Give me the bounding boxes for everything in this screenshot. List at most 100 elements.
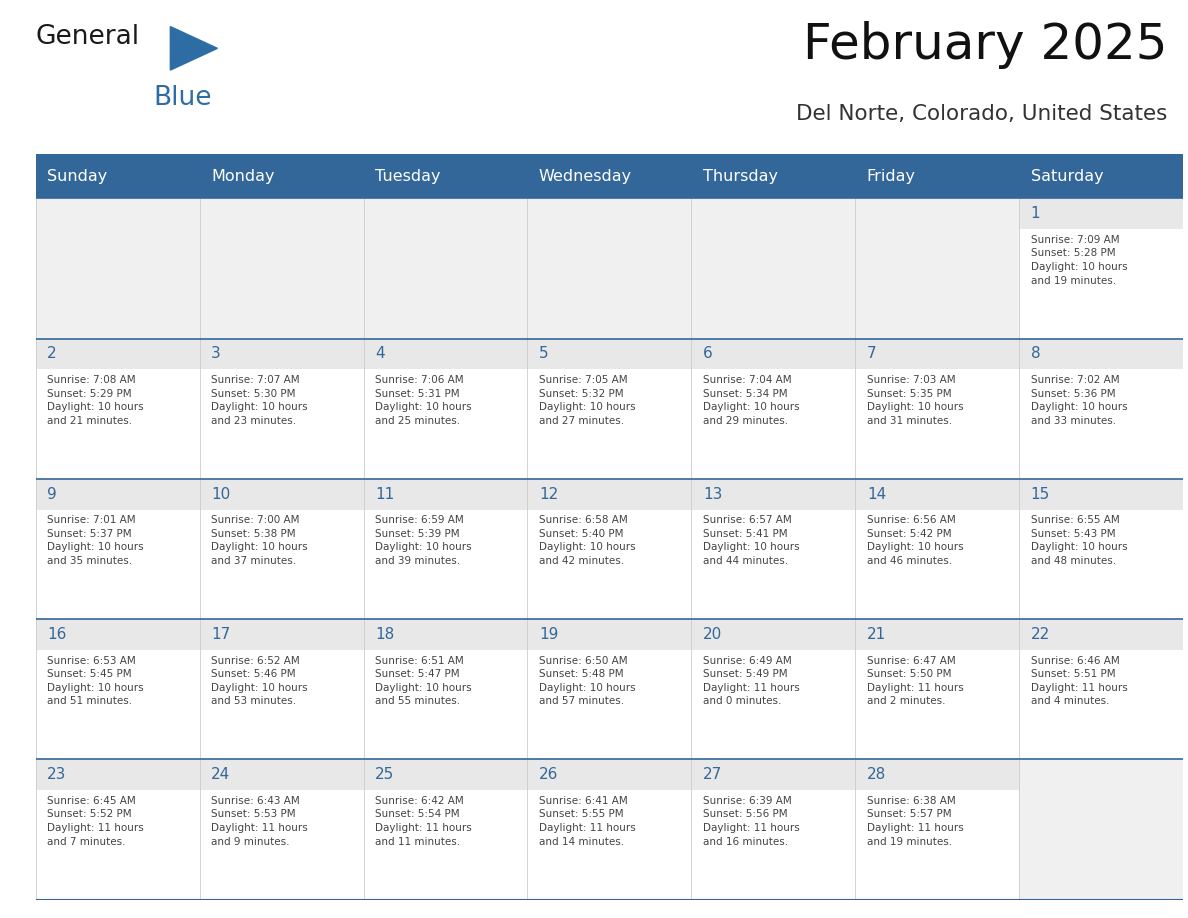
Bar	[1019, 479, 1183, 619]
Bar	[36, 339, 200, 369]
Bar	[527, 619, 691, 759]
Text: 12: 12	[539, 487, 558, 502]
Text: Monday: Monday	[211, 169, 274, 184]
Text: Sunrise: 6:41 AM
Sunset: 5:55 PM
Daylight: 11 hours
and 14 minutes.: Sunrise: 6:41 AM Sunset: 5:55 PM Dayligh…	[539, 796, 636, 846]
Bar	[855, 619, 1019, 650]
Bar	[200, 759, 364, 790]
Text: Sunrise: 7:09 AM
Sunset: 5:28 PM
Daylight: 10 hours
and 19 minutes.: Sunrise: 7:09 AM Sunset: 5:28 PM Dayligh…	[1031, 235, 1127, 285]
Bar	[36, 198, 200, 339]
Text: Sunrise: 6:47 AM
Sunset: 5:50 PM
Daylight: 11 hours
and 2 minutes.: Sunrise: 6:47 AM Sunset: 5:50 PM Dayligh…	[867, 655, 963, 706]
Bar	[1019, 759, 1183, 900]
Text: Sunrise: 7:01 AM
Sunset: 5:37 PM
Daylight: 10 hours
and 35 minutes.: Sunrise: 7:01 AM Sunset: 5:37 PM Dayligh…	[48, 515, 144, 566]
Text: 28: 28	[867, 767, 886, 782]
Bar	[855, 759, 1019, 900]
Text: Sunrise: 6:42 AM
Sunset: 5:54 PM
Daylight: 11 hours
and 11 minutes.: Sunrise: 6:42 AM Sunset: 5:54 PM Dayligh…	[375, 796, 472, 846]
Text: Saturday: Saturday	[1031, 169, 1104, 184]
Text: Thursday: Thursday	[703, 169, 778, 184]
Text: Wednesday: Wednesday	[539, 169, 632, 184]
Text: Sunrise: 7:03 AM
Sunset: 5:35 PM
Daylight: 10 hours
and 31 minutes.: Sunrise: 7:03 AM Sunset: 5:35 PM Dayligh…	[867, 375, 963, 426]
Bar	[527, 339, 691, 479]
Text: 4: 4	[375, 346, 385, 362]
Bar	[200, 759, 364, 900]
Bar	[527, 479, 691, 509]
Text: Sunrise: 7:00 AM
Sunset: 5:38 PM
Daylight: 10 hours
and 37 minutes.: Sunrise: 7:00 AM Sunset: 5:38 PM Dayligh…	[211, 515, 308, 566]
Bar	[364, 339, 527, 369]
Text: 25: 25	[375, 767, 394, 782]
Bar	[200, 339, 364, 479]
Bar	[691, 479, 855, 619]
Text: Sunrise: 7:02 AM
Sunset: 5:36 PM
Daylight: 10 hours
and 33 minutes.: Sunrise: 7:02 AM Sunset: 5:36 PM Dayligh…	[1031, 375, 1127, 426]
Bar	[1019, 759, 1183, 900]
Text: 18: 18	[375, 627, 394, 642]
Bar	[1019, 198, 1183, 339]
Text: Sunrise: 7:06 AM
Sunset: 5:31 PM
Daylight: 10 hours
and 25 minutes.: Sunrise: 7:06 AM Sunset: 5:31 PM Dayligh…	[375, 375, 472, 426]
Bar	[1019, 479, 1183, 509]
Bar	[200, 198, 364, 339]
Bar	[691, 759, 855, 790]
Bar	[200, 479, 364, 619]
Text: Sunrise: 6:46 AM
Sunset: 5:51 PM
Daylight: 11 hours
and 4 minutes.: Sunrise: 6:46 AM Sunset: 5:51 PM Dayligh…	[1031, 655, 1127, 706]
Text: Del Norte, Colorado, United States: Del Norte, Colorado, United States	[796, 104, 1168, 124]
Text: 10: 10	[211, 487, 230, 502]
Bar	[364, 479, 527, 509]
Text: 16: 16	[48, 627, 67, 642]
Text: Sunrise: 6:43 AM
Sunset: 5:53 PM
Daylight: 11 hours
and 9 minutes.: Sunrise: 6:43 AM Sunset: 5:53 PM Dayligh…	[211, 796, 308, 846]
Text: 13: 13	[703, 487, 722, 502]
Text: Sunrise: 6:52 AM
Sunset: 5:46 PM
Daylight: 10 hours
and 53 minutes.: Sunrise: 6:52 AM Sunset: 5:46 PM Dayligh…	[211, 655, 308, 706]
Text: Sunrise: 7:05 AM
Sunset: 5:32 PM
Daylight: 10 hours
and 27 minutes.: Sunrise: 7:05 AM Sunset: 5:32 PM Dayligh…	[539, 375, 636, 426]
Bar	[364, 619, 527, 650]
Bar	[691, 619, 855, 650]
Text: 11: 11	[375, 487, 394, 502]
Bar	[855, 339, 1019, 369]
Bar	[527, 759, 691, 790]
Bar	[527, 619, 691, 650]
Bar	[855, 479, 1019, 509]
Bar	[691, 339, 855, 479]
Bar	[855, 759, 1019, 790]
Text: 3: 3	[211, 346, 221, 362]
Bar	[36, 759, 200, 900]
Bar	[691, 339, 855, 369]
Text: 5: 5	[539, 346, 549, 362]
Text: Tuesday: Tuesday	[375, 169, 441, 184]
Text: 27: 27	[703, 767, 722, 782]
Text: 26: 26	[539, 767, 558, 782]
Text: Sunrise: 6:59 AM
Sunset: 5:39 PM
Daylight: 10 hours
and 39 minutes.: Sunrise: 6:59 AM Sunset: 5:39 PM Dayligh…	[375, 515, 472, 566]
Text: 20: 20	[703, 627, 722, 642]
Text: Sunrise: 7:08 AM
Sunset: 5:29 PM
Daylight: 10 hours
and 21 minutes.: Sunrise: 7:08 AM Sunset: 5:29 PM Dayligh…	[48, 375, 144, 426]
Bar	[527, 339, 691, 369]
Bar	[1019, 619, 1183, 759]
Bar	[691, 479, 855, 509]
Text: 7: 7	[867, 346, 877, 362]
Text: Sunrise: 7:04 AM
Sunset: 5:34 PM
Daylight: 10 hours
and 29 minutes.: Sunrise: 7:04 AM Sunset: 5:34 PM Dayligh…	[703, 375, 800, 426]
Text: Sunrise: 6:38 AM
Sunset: 5:57 PM
Daylight: 11 hours
and 19 minutes.: Sunrise: 6:38 AM Sunset: 5:57 PM Dayligh…	[867, 796, 963, 846]
Text: 23: 23	[48, 767, 67, 782]
Text: Sunrise: 6:51 AM
Sunset: 5:47 PM
Daylight: 10 hours
and 55 minutes.: Sunrise: 6:51 AM Sunset: 5:47 PM Dayligh…	[375, 655, 472, 706]
Bar	[36, 619, 200, 650]
Text: 21: 21	[867, 627, 886, 642]
Bar	[36, 479, 200, 509]
Bar	[364, 479, 527, 619]
Bar	[364, 339, 527, 479]
Text: February 2025: February 2025	[803, 21, 1168, 70]
Bar	[200, 619, 364, 759]
Bar	[36, 759, 200, 790]
Text: Sunrise: 6:39 AM
Sunset: 5:56 PM
Daylight: 11 hours
and 16 minutes.: Sunrise: 6:39 AM Sunset: 5:56 PM Dayligh…	[703, 796, 800, 846]
Bar	[527, 479, 691, 619]
Text: 19: 19	[539, 627, 558, 642]
Text: General: General	[36, 24, 140, 50]
Text: 15: 15	[1031, 487, 1050, 502]
Bar	[36, 198, 200, 339]
Bar	[855, 619, 1019, 759]
Text: Sunrise: 6:58 AM
Sunset: 5:40 PM
Daylight: 10 hours
and 42 minutes.: Sunrise: 6:58 AM Sunset: 5:40 PM Dayligh…	[539, 515, 636, 566]
Bar	[527, 198, 691, 339]
Text: Sunrise: 6:50 AM
Sunset: 5:48 PM
Daylight: 10 hours
and 57 minutes.: Sunrise: 6:50 AM Sunset: 5:48 PM Dayligh…	[539, 655, 636, 706]
Text: 24: 24	[211, 767, 230, 782]
Text: Blue: Blue	[153, 84, 211, 110]
Bar	[855, 339, 1019, 479]
Bar	[527, 198, 691, 339]
Bar	[691, 759, 855, 900]
Bar	[691, 198, 855, 339]
Text: Sunrise: 6:53 AM
Sunset: 5:45 PM
Daylight: 10 hours
and 51 minutes.: Sunrise: 6:53 AM Sunset: 5:45 PM Dayligh…	[48, 655, 144, 706]
Bar	[855, 198, 1019, 339]
